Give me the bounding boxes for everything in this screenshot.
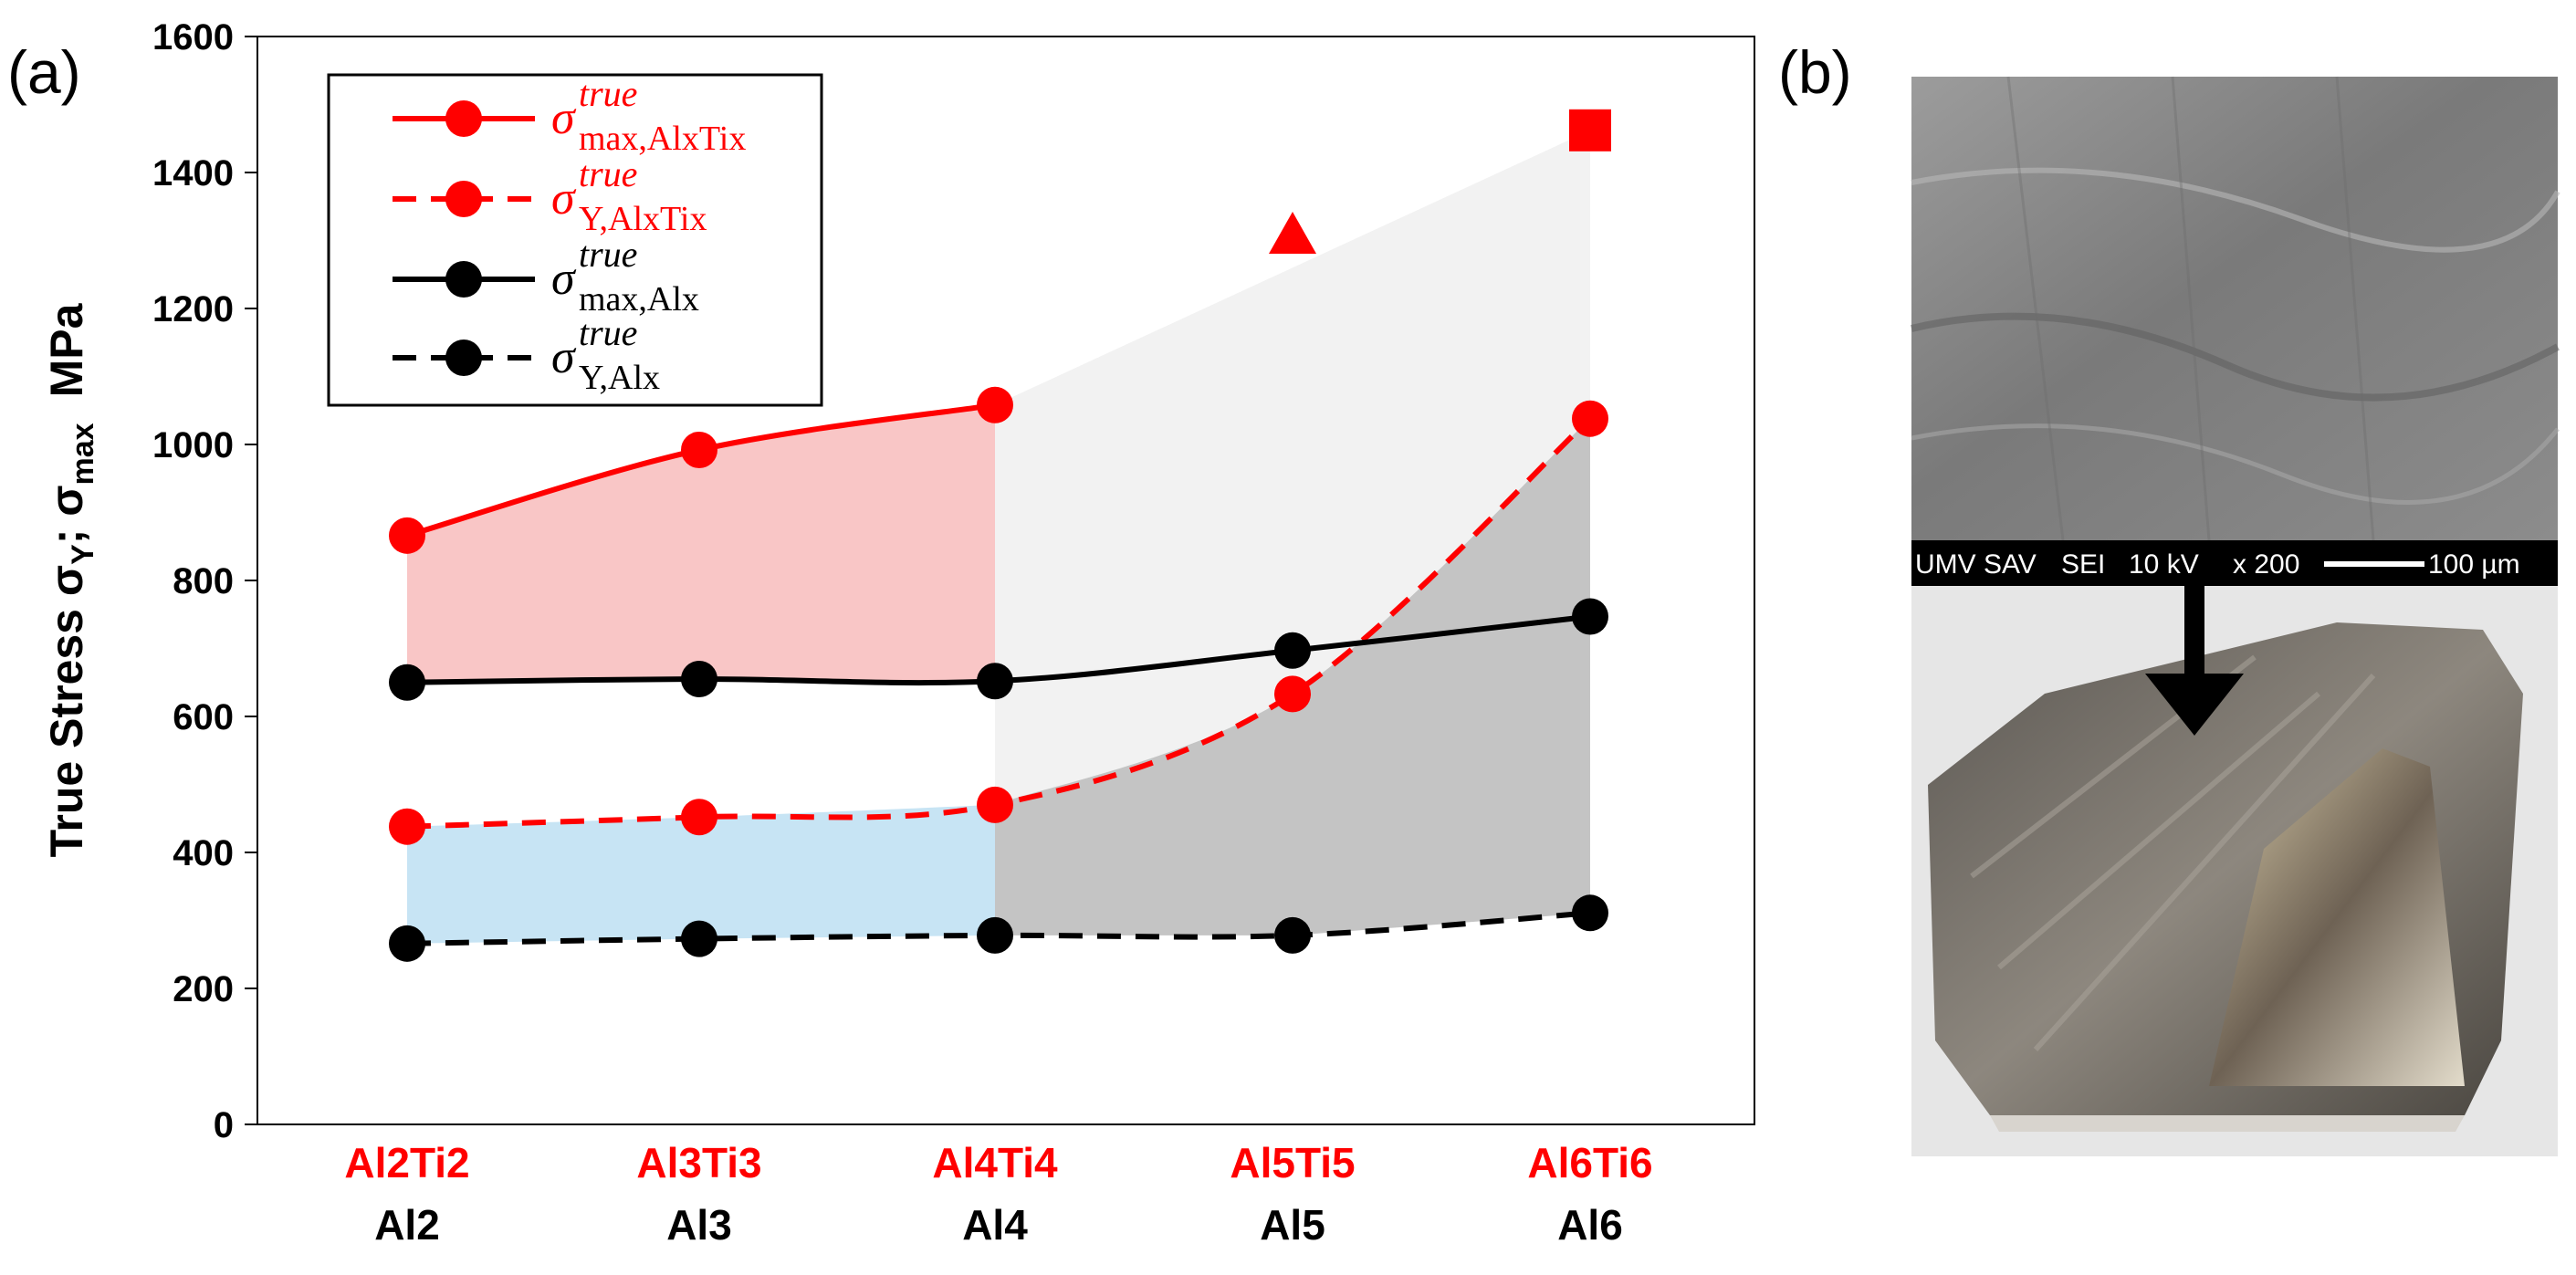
data-point — [1572, 400, 1608, 437]
blue-area — [407, 804, 995, 944]
legend-symbol: σ — [551, 92, 577, 144]
x-category-alti: Al4Ti4 — [932, 1139, 1058, 1186]
y-tick-label: 200 — [173, 969, 234, 1009]
y-axis-label-sub2: max — [66, 423, 100, 485]
y-tick-label: 1200 — [152, 289, 234, 329]
legend-symbol: σ — [551, 253, 577, 305]
legend-symbol: σ — [551, 331, 577, 383]
sem-lab: UMV SAV — [1915, 549, 2037, 580]
specimen-base-edge — [1990, 1115, 2465, 1132]
legend-marker — [445, 261, 482, 298]
data-point — [977, 916, 1013, 954]
data-point — [389, 664, 425, 701]
x-category-alti: Al5Ti5 — [1230, 1139, 1355, 1186]
sem-voltage: 10 kV — [2129, 549, 2199, 580]
legend-subscript: max,Alx — [579, 280, 699, 319]
fracture-photo — [1911, 586, 2558, 1156]
data-point — [1274, 916, 1311, 954]
data-point — [389, 808, 425, 845]
legend-box — [327, 73, 823, 407]
sem-mode: SEI — [2061, 549, 2105, 580]
area-fills — [407, 130, 1590, 944]
data-point — [977, 663, 1013, 700]
y-axis-ticks: 0 200 400 600 800 1000 1200 1400 1600 — [152, 17, 257, 1145]
y-tick-label: 800 — [173, 561, 234, 601]
sem-texture-valley — [1911, 312, 2560, 402]
y-tick-label: 400 — [173, 833, 234, 873]
sem-texture-striations — [2006, 76, 2375, 541]
dark-gray-area — [995, 418, 1590, 935]
down-arrow-icon — [2145, 586, 2244, 736]
x-category-al: Al4 — [962, 1201, 1028, 1249]
y-tick-label: 600 — [173, 697, 234, 737]
arrow-head — [2145, 674, 2244, 736]
data-point — [389, 925, 425, 962]
sem-magnification: x 200 — [2233, 549, 2299, 580]
legend-subscript: Y,Alx — [579, 359, 660, 397]
arrow-shaft — [2184, 586, 2204, 675]
sem-micrograph: UMV SAV SEI 10 kV x 200 100 µm — [1911, 76, 2560, 586]
legend-subscript: max,AlxTix — [579, 120, 746, 158]
data-point — [977, 386, 1013, 423]
y-axis-label-prefix: True Stress σ — [41, 565, 92, 857]
legend-superscript: true — [579, 73, 637, 114]
data-point — [681, 661, 717, 698]
legend-symbol: σ — [551, 172, 577, 225]
y-axis-label-unit: MPa — [41, 302, 92, 397]
x-category-alti: Al3Ti3 — [636, 1139, 761, 1186]
y-axis-label-sep: ; σ — [41, 485, 92, 544]
legend-marker — [445, 181, 482, 217]
legend-subscript: Y,AlxTix — [579, 200, 707, 238]
data-point — [1572, 598, 1608, 635]
legend-marker — [445, 340, 482, 376]
pink-area — [407, 404, 995, 683]
data-point — [1274, 675, 1311, 713]
fracture-surface — [2209, 748, 2465, 1086]
legend-superscript: true — [579, 153, 637, 194]
sem-background — [1911, 77, 2558, 540]
legend-superscript: true — [579, 234, 637, 275]
legend-marker — [445, 100, 482, 137]
x-category-al: Al5 — [1260, 1201, 1325, 1249]
data-point — [1572, 894, 1608, 932]
sem-texture-ridge — [1911, 167, 2560, 253]
series-markers — [389, 109, 1611, 962]
data-point — [681, 799, 717, 836]
data-point — [681, 920, 717, 957]
y-tick-label: 1400 — [152, 153, 234, 193]
y-axis-label: True Stress σY; σmax MPa — [41, 302, 100, 857]
series-line — [406, 416, 1593, 830]
y-tick-label: 1600 — [152, 17, 234, 57]
legend-superscript: true — [579, 312, 637, 353]
x-axis-categories: Al2Ti2 Al2 Al3Ti3 Al3 Al4Ti4 Al4 Al5Ti5 Al5 Al6T… — [344, 1139, 1652, 1249]
panel-label-a: (a) — [7, 38, 81, 106]
sem-texture-ridge-2 — [1911, 423, 2560, 505]
x-category-al: Al6 — [1557, 1201, 1623, 1249]
data-point — [389, 517, 425, 554]
data-point — [1274, 632, 1311, 669]
triangle-marker — [1269, 212, 1316, 255]
panel-label-b: (b) — [1778, 38, 1852, 106]
x-category-al: Al3 — [666, 1201, 732, 1249]
x-category-al: Al2 — [374, 1201, 440, 1249]
sem-info-bar — [1911, 540, 2558, 586]
square-marker — [1569, 109, 1611, 152]
data-point — [977, 786, 1013, 823]
x-category-alti: Al6Ti6 — [1527, 1139, 1652, 1186]
y-tick-label: 1000 — [152, 425, 234, 465]
y-tick-label: 0 — [214, 1105, 234, 1145]
y-axis-label-sub1: Y — [66, 544, 100, 565]
sem-scale-text: 100 µm — [2428, 549, 2520, 580]
data-point — [681, 431, 717, 468]
x-category-alti: Al2Ti2 — [344, 1139, 469, 1186]
